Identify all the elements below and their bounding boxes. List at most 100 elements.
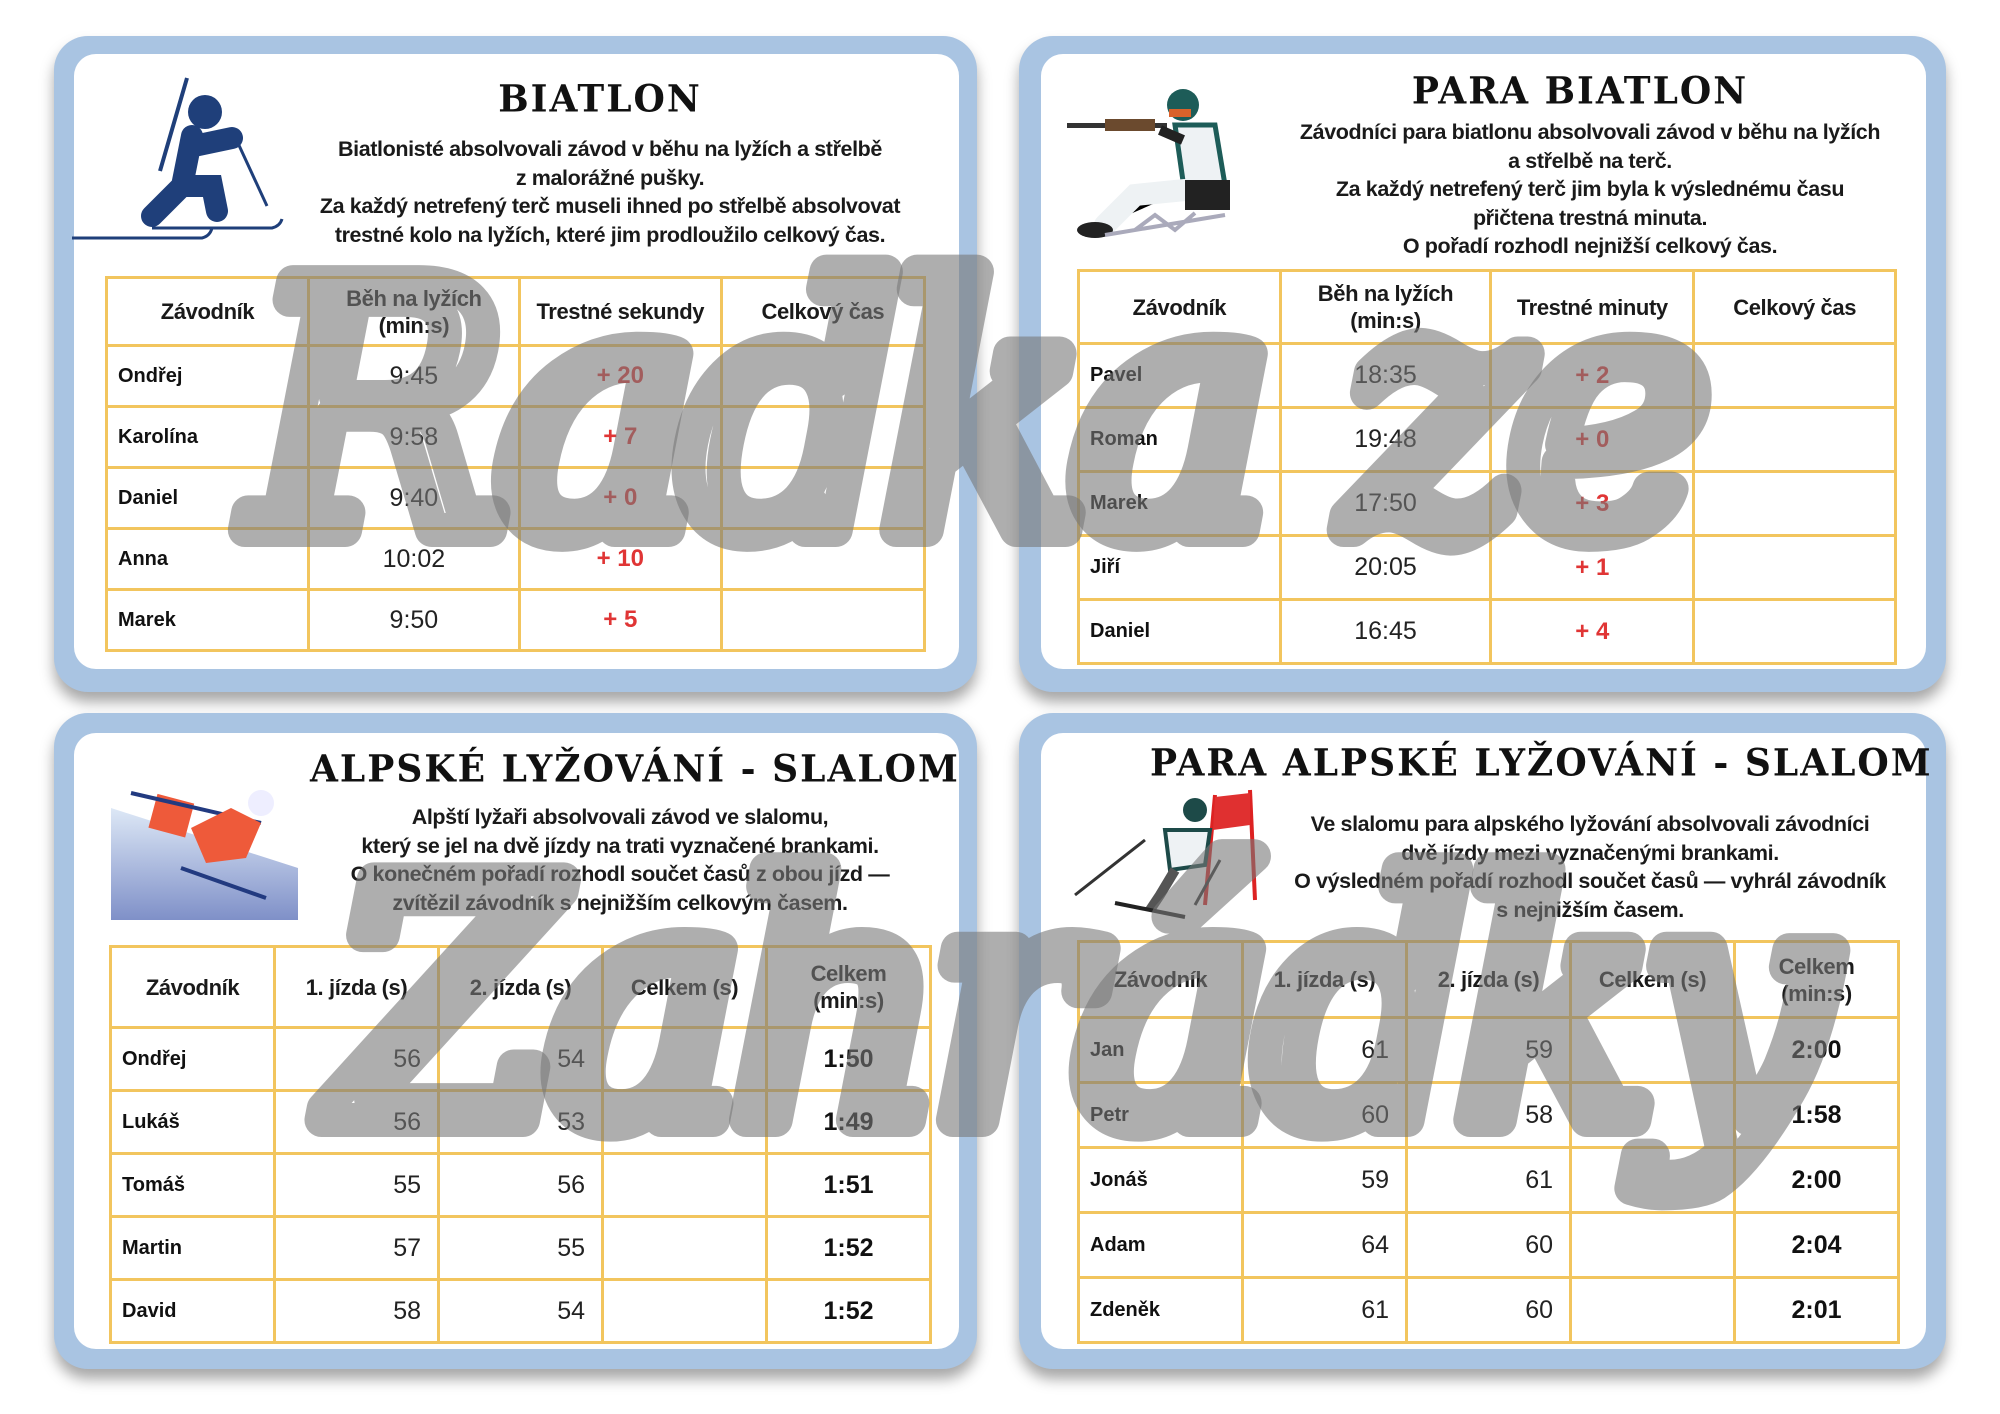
value-cell: 17:50 [1278,470,1493,537]
column-header: Závodník [105,276,310,347]
table-row: Lukáš 56 53 1:49 [109,1089,932,1155]
value-cell: 60 [1241,1081,1408,1149]
competitor-name: Tomáš [109,1152,276,1218]
answer-cell[interactable] [719,527,927,591]
description-line: dvě jízdy mezi vyznačenými brankami. [1401,840,1779,865]
answer-cell[interactable] [719,344,927,408]
value-cell: 20:05 [1278,534,1493,601]
competitor-name: Pavel [1077,342,1282,409]
answer-cell[interactable] [601,1026,768,1092]
answer-cell[interactable] [601,1278,768,1344]
table-row: Jonáš 59 61 2:00 [1077,1146,1900,1214]
value-cell: 1:58 [1733,1081,1900,1149]
value-cell: 55 [437,1215,604,1281]
value-cell: 16:45 [1278,598,1493,665]
answer-cell[interactable] [1569,1081,1736,1149]
competitor-name: Zdeněk [1077,1276,1244,1344]
column-header: Závodník [1077,269,1282,345]
description-line: s nejnižším časem. [1496,897,1684,922]
column-header: 2. jízda (s) [1405,940,1572,1019]
competitor-name: Ondřej [109,1026,276,1092]
answer-cell[interactable] [719,405,927,469]
competitor-name: Anna [105,527,310,591]
description-line: Biatlonisté absolvovali závod v běhu na … [338,137,882,161]
answer-cell[interactable] [601,1152,768,1218]
value-cell: 60 [1405,1276,1572,1344]
value-cell: 56 [273,1089,440,1155]
table-row: Jiří 20:05 + 1 [1077,534,1897,601]
value-cell: 18:35 [1278,342,1493,409]
value-cell: + 0 [1489,406,1696,473]
para-skier-gate-icon [1074,789,1257,919]
value-cell: 1:49 [765,1089,932,1155]
answer-cell[interactable] [719,588,927,652]
value-cell: 56 [437,1152,604,1218]
competitor-name: Roman [1077,406,1282,473]
table-row: Tomáš 55 56 1:51 [109,1152,932,1218]
column-header: Celkem (min:s) [1733,940,1900,1019]
value-cell: 2:04 [1733,1211,1900,1279]
column-header: Trestné sekundy [517,276,723,347]
value-cell: + 7 [517,405,723,469]
competitor-name: Adam [1077,1211,1244,1279]
competitor-name: Marek [1077,470,1282,537]
answer-cell[interactable] [601,1215,768,1281]
competitor-name: Petr [1077,1081,1244,1149]
description-line: O konečném pořadí rozhodl součet časů z … [350,862,890,886]
value-cell: + 5 [517,588,723,652]
column-header: Celkem (min:s) [765,945,932,1029]
table-row: Daniel 9:40 + 0 [105,466,927,530]
value-cell: + 3 [1489,470,1696,537]
column-header: Běh na lyžích (min:s) [1278,269,1493,345]
results-table: Závodník Běh na lyžích (min:s) Trestné sek… [105,276,927,652]
description-line: Za každý netrefený terč museli ihned po … [319,194,901,218]
card-description: Závodníci para biatlonu absolvovali závo… [1270,118,1910,261]
answer-cell[interactable] [1569,1146,1736,1214]
card-description: Ve slalomu para alpského lyžování absolv… [1270,810,1910,924]
column-header: Celkem (s) [1569,940,1736,1019]
card-title: ALPSKÉ LYŽOVÁNÍ - SLALOM [310,746,960,792]
competitor-name: David [109,1278,276,1344]
value-cell: + 1 [1489,534,1696,601]
value-cell: 1:52 [765,1278,932,1344]
table-row: Marek 9:50 + 5 [105,588,927,652]
value-cell: + 2 [1489,342,1696,409]
column-header: Celkem (s) [601,945,768,1029]
value-cell: 9:40 [306,466,521,530]
answer-cell[interactable] [1569,1211,1736,1279]
answer-cell[interactable] [1692,598,1897,665]
competitor-name: Jiří [1077,534,1282,601]
column-header: Celkový čas [719,276,927,347]
column-header: Závodník [109,945,276,1029]
answer-cell[interactable] [1569,1276,1736,1344]
table-row: Martin 57 55 1:52 [109,1215,932,1281]
answer-cell[interactable] [1692,342,1897,409]
table-row: Adam 64 60 2:04 [1077,1211,1900,1279]
value-cell: 54 [437,1278,604,1344]
table-row: David 58 54 1:52 [109,1278,932,1344]
answer-cell[interactable] [1692,534,1897,601]
table-row: Ondřej 9:45 + 20 [105,344,927,408]
table-row: Petr 60 58 1:58 [1077,1081,1900,1149]
answer-cell[interactable] [1692,406,1897,473]
description-line: a střelbě na terč. [1508,148,1672,173]
description-line: Alpští lyžaři absolvovali závod ve slalo… [411,805,829,829]
column-header: 1. jízda (s) [1241,940,1408,1019]
card-description: Alpští lyžaři absolvovali závod ve slalo… [310,803,930,917]
competitor-name: Lukáš [109,1089,276,1155]
answer-cell[interactable] [719,466,927,530]
value-cell: 58 [273,1278,440,1344]
answer-cell[interactable] [1569,1016,1736,1084]
slalom-skier-icon [111,790,298,920]
description-line: trestné kolo na lyžích, které jim prodlo… [334,222,886,247]
value-cell: 9:50 [306,588,521,652]
table-row: Ondřej 56 54 1:50 [109,1026,932,1092]
value-cell: 2:00 [1733,1146,1900,1214]
value-cell: 59 [1241,1146,1408,1214]
description-line: Za každý netrefený terč jim byla k výsle… [1335,177,1845,201]
value-cell: 9:45 [306,344,521,408]
results-table: Závodník Běh na lyžích (min:s) Trestné min… [1077,269,1897,665]
table-row: Pavel 18:35 + 2 [1077,342,1897,409]
answer-cell[interactable] [601,1089,768,1155]
answer-cell[interactable] [1692,470,1897,537]
